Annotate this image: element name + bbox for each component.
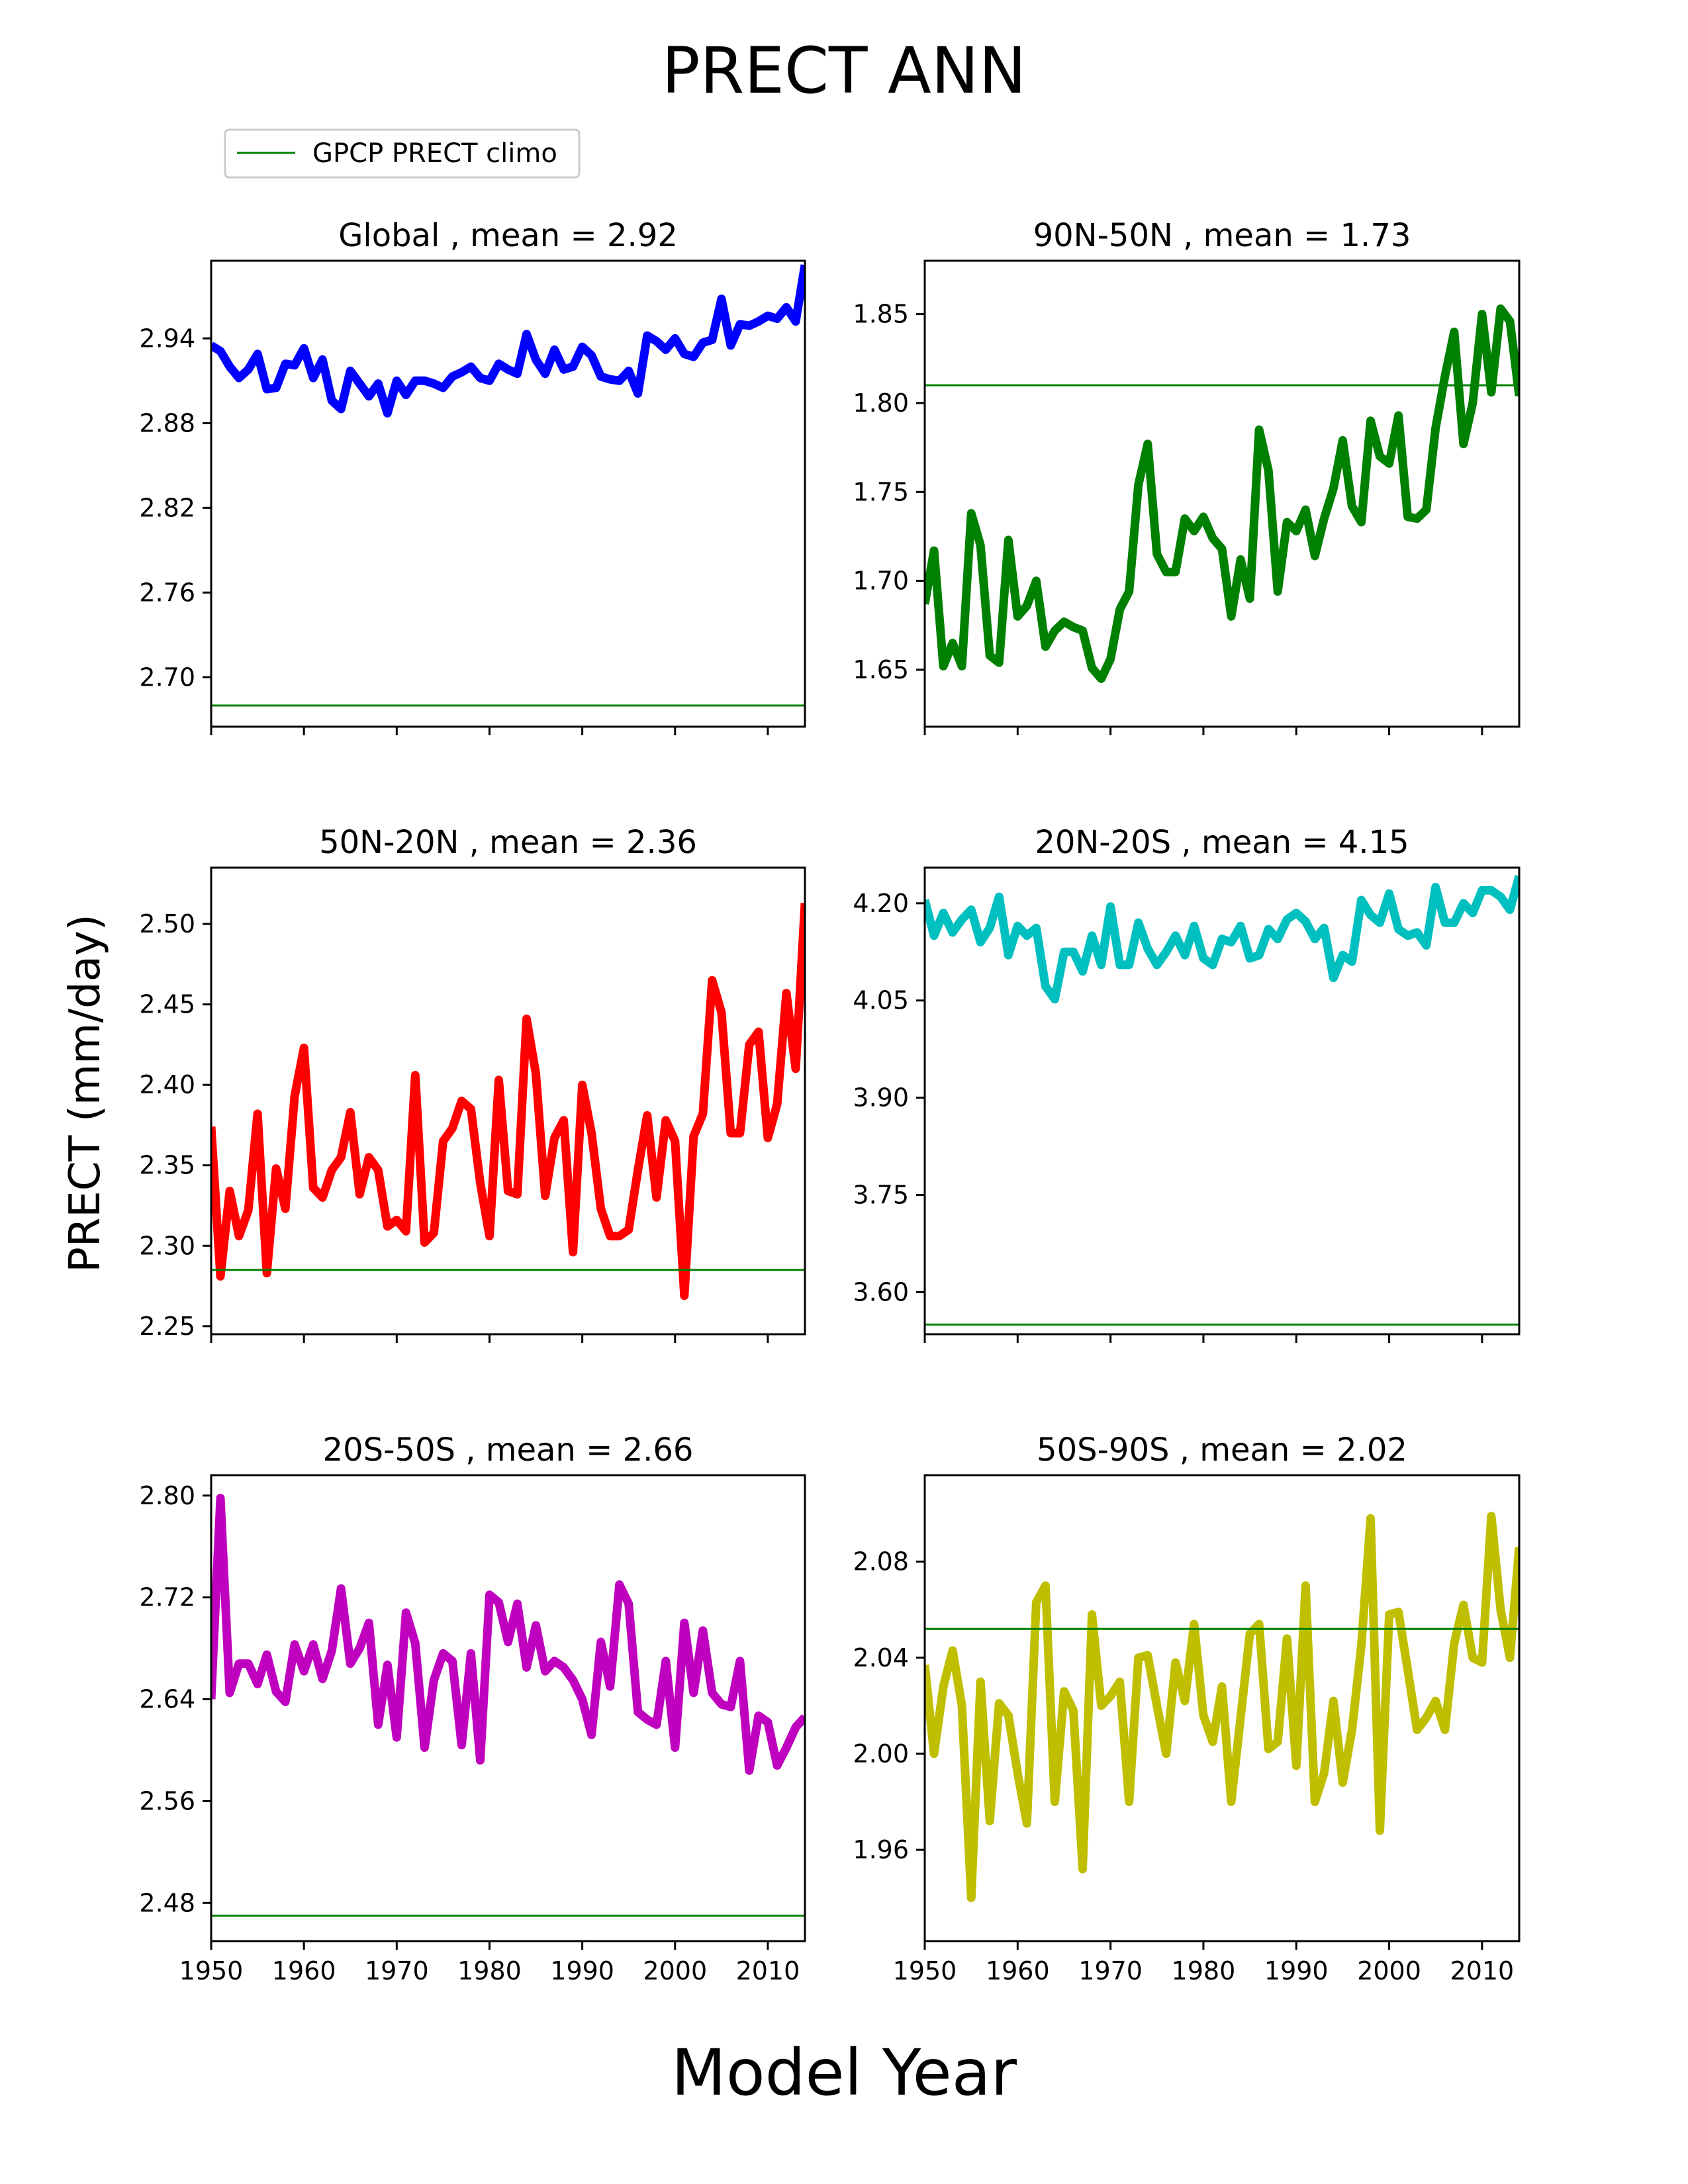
y-tick-label: 2.08 [853, 1547, 909, 1576]
x-tick-label: 1960 [272, 1956, 336, 1985]
y-tick-label: 2.56 [139, 1786, 195, 1815]
x-tick-label: 1980 [1172, 1956, 1236, 1985]
y-tick-label: 3.90 [853, 1083, 909, 1113]
y-tick-label: 3.75 [853, 1180, 909, 1209]
y-tick-label: 1.80 [853, 388, 909, 418]
panel-title: 50N-20N , mean = 2.36 [319, 824, 697, 861]
y-tick-label: 2.64 [139, 1685, 195, 1714]
x-tick-label: 1960 [986, 1956, 1050, 1985]
panels: Global , mean = 2.92 2.70 2.76 2.82 2.88 2.94… [139, 217, 1521, 1985]
legend-frame [224, 128, 581, 179]
x-tick-label: 1950 [179, 1956, 244, 1985]
y-axis-label: PRECT (mm/day) [61, 914, 110, 1273]
y-tick-label: 4.20 [853, 889, 909, 918]
series-line-20n-20s [925, 874, 1519, 1004]
panel-20s-50s: 20S-50S , mean = 2.66 2.48 2.56 2.64 2.72 2.8… [139, 1432, 806, 1985]
panel-title: Global , mean = 2.92 [338, 217, 678, 254]
axes-frame [210, 259, 806, 728]
y-tick-label: 2.48 [139, 1888, 195, 1917]
panel-20n-20s: 20N-20S , mean = 4.15 3.60 3.75 3.90 4.05 4.2… [853, 824, 1521, 1343]
y-tick-label: 3.60 [853, 1277, 909, 1306]
series-line-20s-50s [211, 1494, 805, 1775]
x-tick-label: 1990 [1264, 1956, 1329, 1985]
axes-frame [923, 1474, 1521, 1942]
y-tick-label: 2.50 [139, 909, 195, 938]
y-tick-label: 1.75 [853, 477, 909, 506]
y-tick-label: 2.35 [139, 1151, 195, 1180]
panel-global: Global , mean = 2.92 2.70 2.76 2.82 2.88 2.94 [139, 217, 806, 735]
y-tick-label: 2.80 [139, 1481, 195, 1510]
series-line-50n-20n [211, 903, 805, 1300]
x-tick-label: 2000 [643, 1956, 707, 1985]
panel-title: 90N-50N , mean = 1.73 [1033, 217, 1411, 254]
y-tick-label: 4.05 [853, 986, 909, 1015]
axes-frame [923, 866, 1521, 1336]
series-line-50s-90s [925, 1512, 1519, 1903]
panel-50s-90s: 50S-90S , mean = 2.02 1.96 2.00 2.04 2.08 195… [853, 1432, 1521, 1985]
y-tick-label: 2.30 [139, 1231, 195, 1260]
panel-title: 50S-90S , mean = 2.02 [1037, 1432, 1407, 1469]
x-tick-label: 2010 [736, 1956, 800, 1985]
y-tick-label: 1.70 [853, 567, 909, 596]
y-tick-label: 2.94 [139, 324, 195, 353]
x-tick-label: 2010 [1450, 1956, 1515, 1985]
panel-title: 20S-50S , mean = 2.66 [323, 1432, 694, 1469]
x-tick-label: 1950 [893, 1956, 957, 1985]
y-tick-label: 1.96 [853, 1835, 909, 1864]
panel-90n-50n: 90N-50N , mean = 1.73 1.65 1.70 1.75 1.80 1.8… [853, 217, 1521, 735]
x-axis-label: Model Year [671, 2036, 1017, 2110]
panel-50n-20n: 50N-20N , mean = 2.36 2.25 2.30 2.35 2.40 2.4… [139, 824, 806, 1343]
y-tick-label: 1.85 [853, 300, 909, 329]
x-tick-label: 1970 [365, 1956, 429, 1985]
figure-title: PRECT ANN [662, 34, 1027, 108]
x-tick-label: 1990 [550, 1956, 614, 1985]
series-line-90n-50n [925, 304, 1519, 683]
series-line-global [211, 264, 805, 418]
y-tick-label: 2.70 [139, 662, 195, 692]
axes-frame [210, 866, 806, 1336]
y-tick-label: 2.45 [139, 990, 195, 1019]
x-tick-label: 1970 [1078, 1956, 1143, 1985]
y-tick-label: 2.00 [853, 1739, 909, 1768]
legend-label: GPCP PRECT climo [312, 138, 557, 169]
legend: GPCP PRECT climo [224, 128, 581, 179]
axes-frame [210, 1474, 806, 1942]
y-tick-label: 2.76 [139, 578, 195, 607]
axes-frame [923, 259, 1521, 728]
y-tick-label: 1.65 [853, 655, 909, 684]
y-tick-label: 2.40 [139, 1070, 195, 1099]
y-tick-label: 2.82 [139, 493, 195, 522]
x-tick-label: 2000 [1357, 1956, 1421, 1985]
y-tick-label: 2.25 [139, 1312, 195, 1341]
y-tick-label: 2.72 [139, 1583, 195, 1612]
x-tick-label: 1980 [457, 1956, 522, 1985]
y-tick-label: 2.88 [139, 408, 195, 437]
y-tick-label: 2.04 [853, 1643, 909, 1672]
panel-title: 20N-20S , mean = 4.15 [1035, 824, 1409, 861]
